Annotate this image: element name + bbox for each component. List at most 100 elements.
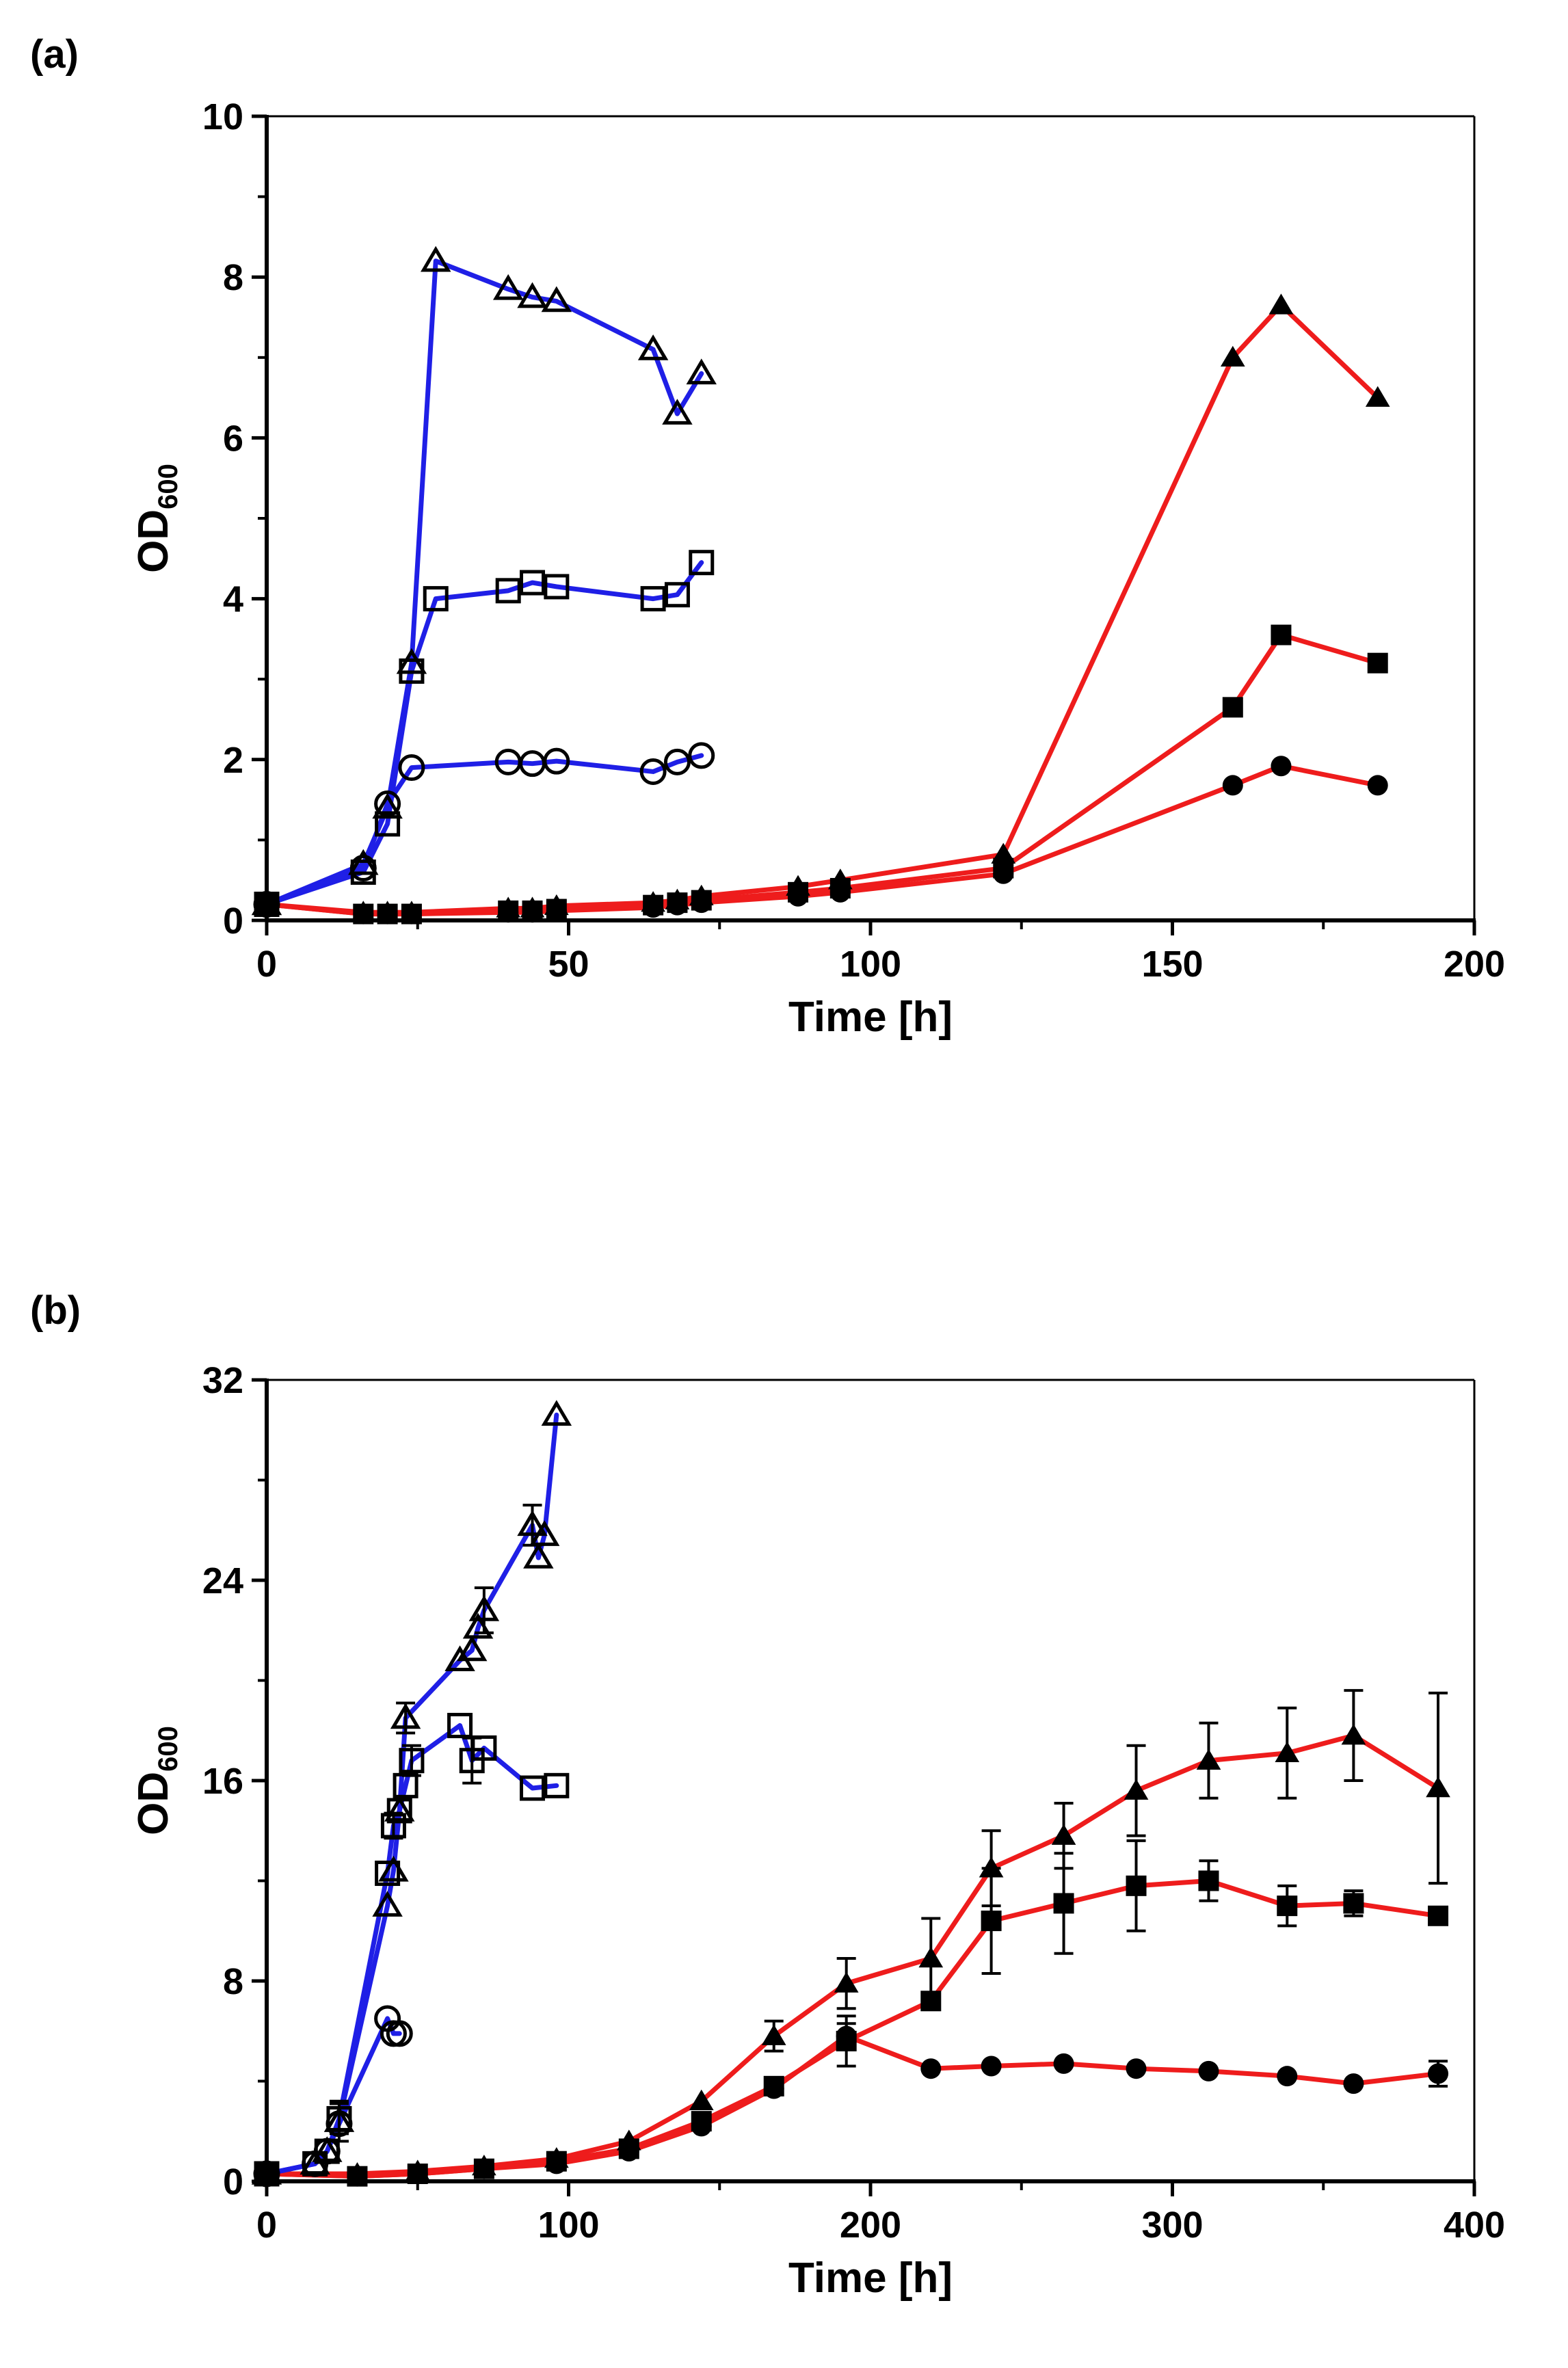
red-filled-circle-point: [667, 894, 688, 916]
chart-a: 0 50 100 150 200 0 2 4 6 8 10 Time [h] OD600: [130, 96, 1505, 1041]
red-filled-triangle-point: [1275, 1741, 1300, 1762]
red-filled-circle-point: [691, 2116, 712, 2137]
red-filled-circle-line: [264, 763, 1381, 917]
blue-open-circle-point: [663, 748, 691, 775]
red-filled-triangle-point: [1341, 1724, 1366, 1745]
red-filled-circle-point: [788, 886, 809, 907]
blue-open-triangle-line: [264, 258, 704, 907]
blue-open-triangle-point: [686, 358, 717, 385]
y-tick-label: 2: [223, 740, 243, 781]
panel-label-a: (a): [30, 32, 79, 77]
blue-open-triangle-point: [541, 1400, 572, 1426]
red-filled-circle-point: [920, 2058, 942, 2079]
red-filled-triangle-point: [834, 1971, 859, 1993]
blue-open-triangle-point: [384, 1796, 415, 1822]
blue-open-triangle-point: [662, 399, 693, 425]
red-filled-circle-point: [643, 897, 664, 918]
red-filled-circle-point: [377, 903, 398, 924]
x-axis-label: Time [h]: [788, 2254, 953, 2302]
red-filled-circle-point: [1428, 2063, 1449, 2084]
red-filled-square-point: [981, 1911, 1002, 1932]
blue-open-square-point: [664, 582, 690, 608]
red-filled-triangle-point: [1426, 1776, 1450, 1798]
red-filled-circle-point: [829, 881, 851, 903]
panel-label-b: (b): [30, 1288, 81, 1333]
red-filled-circle-point: [618, 2141, 639, 2162]
red-filled-square-point: [1277, 1895, 1298, 1917]
red-filled-circle-point: [353, 903, 374, 924]
blue-open-square-point: [640, 586, 666, 612]
red-filled-circle-point: [1053, 2053, 1074, 2074]
red-filled-circle-point: [981, 2056, 1002, 2077]
blue-open-circle-point: [386, 2020, 413, 2047]
y-tick-label: 4: [223, 579, 243, 620]
blue-open-triangle-point: [251, 2159, 282, 2185]
blue-open-triangle-point: [637, 334, 669, 360]
blue-open-circle-point: [639, 758, 667, 785]
blue-open-triangle-point: [492, 274, 524, 300]
y-tick-label: 0: [223, 901, 243, 942]
x-axis-label: Time [h]: [788, 994, 953, 1041]
blue-open-triangle-point: [390, 1703, 421, 1729]
x-tick-label: 200: [1444, 944, 1505, 985]
y-axis-label: OD600: [130, 464, 183, 573]
blue-open-square-point: [471, 1735, 497, 1761]
x-tick-label: 200: [840, 2205, 901, 2246]
red-filled-circle-point: [401, 903, 422, 924]
red-filled-triangle-point: [918, 1947, 944, 1968]
blue-open-triangle-line: [264, 1412, 559, 2177]
blue-open-circle-line: [264, 753, 704, 907]
blue-open-square-point: [399, 658, 425, 684]
blue-open-circle-point: [325, 2110, 353, 2138]
red-filled-square-point: [1428, 1905, 1449, 1926]
y-tick-label: 0: [223, 2161, 243, 2203]
red-filled-square-point: [920, 1991, 942, 2012]
blue-open-square-point: [520, 570, 546, 596]
blue-open-square-point: [375, 1861, 401, 1887]
red-filled-triangle-point: [1365, 386, 1390, 407]
blue-open-circle-point: [374, 790, 401, 817]
red-filled-square-point: [1343, 1893, 1364, 1914]
blue-open-circle-point: [253, 890, 280, 918]
red-filled-triangle-point: [1268, 293, 1294, 315]
blue-open-square-point: [544, 574, 570, 600]
blue-open-triangle-point: [523, 1543, 554, 1569]
red-filled-square-point: [1367, 652, 1388, 674]
blue-open-triangle-point: [456, 1635, 488, 1662]
red-filled-square-point: [1198, 1870, 1219, 1891]
red-filled-circle-point: [1271, 756, 1292, 777]
blue-open-circle-point: [253, 2160, 280, 2187]
y-tick-label: 8: [223, 1961, 243, 2002]
red-filled-circle-point: [1222, 775, 1243, 796]
blue-open-circle-point: [688, 742, 715, 769]
red-filled-square-point: [1222, 697, 1243, 718]
red-filled-triangle-line: [264, 1733, 1441, 2177]
red-filled-square-point: [1126, 1875, 1147, 1896]
blue-open-triangle-point: [468, 1595, 500, 1621]
x-tick-label: 100: [840, 944, 901, 985]
red-filled-square-line: [264, 633, 1381, 917]
red-filled-circle-point: [347, 2166, 368, 2187]
red-filled-square-point: [1271, 624, 1292, 646]
x-tick-label: 50: [548, 944, 589, 985]
red-filled-triangle-point: [761, 2024, 786, 2045]
red-filled-circle-point: [1198, 2060, 1219, 2081]
x-tick-label: 300: [1141, 2205, 1203, 2246]
x-tick-label: 0: [256, 2205, 277, 2246]
y-tick-label: 10: [202, 96, 243, 137]
red-filled-circle-point: [993, 863, 1014, 884]
blue-open-square-point: [393, 1772, 418, 1798]
chart-b: 0 100 200 300 400 0 8 16 24 32 Time [h] OD600: [130, 1360, 1505, 2302]
blue-open-circle-point: [543, 747, 570, 775]
blue-open-triangle-point: [421, 245, 451, 272]
red-filled-circle-point: [473, 2158, 494, 2179]
blue-open-triangle-point: [517, 282, 548, 308]
red-filled-triangle-point: [1220, 345, 1245, 367]
red-filled-circle-point: [763, 2078, 784, 2099]
y-tick-label: 6: [223, 418, 243, 459]
red-filled-circle-point: [522, 902, 543, 923]
red-filled-circle-point: [1126, 2058, 1147, 2079]
red-filled-circle-point: [836, 2025, 857, 2047]
blue-open-square-point: [495, 578, 521, 604]
